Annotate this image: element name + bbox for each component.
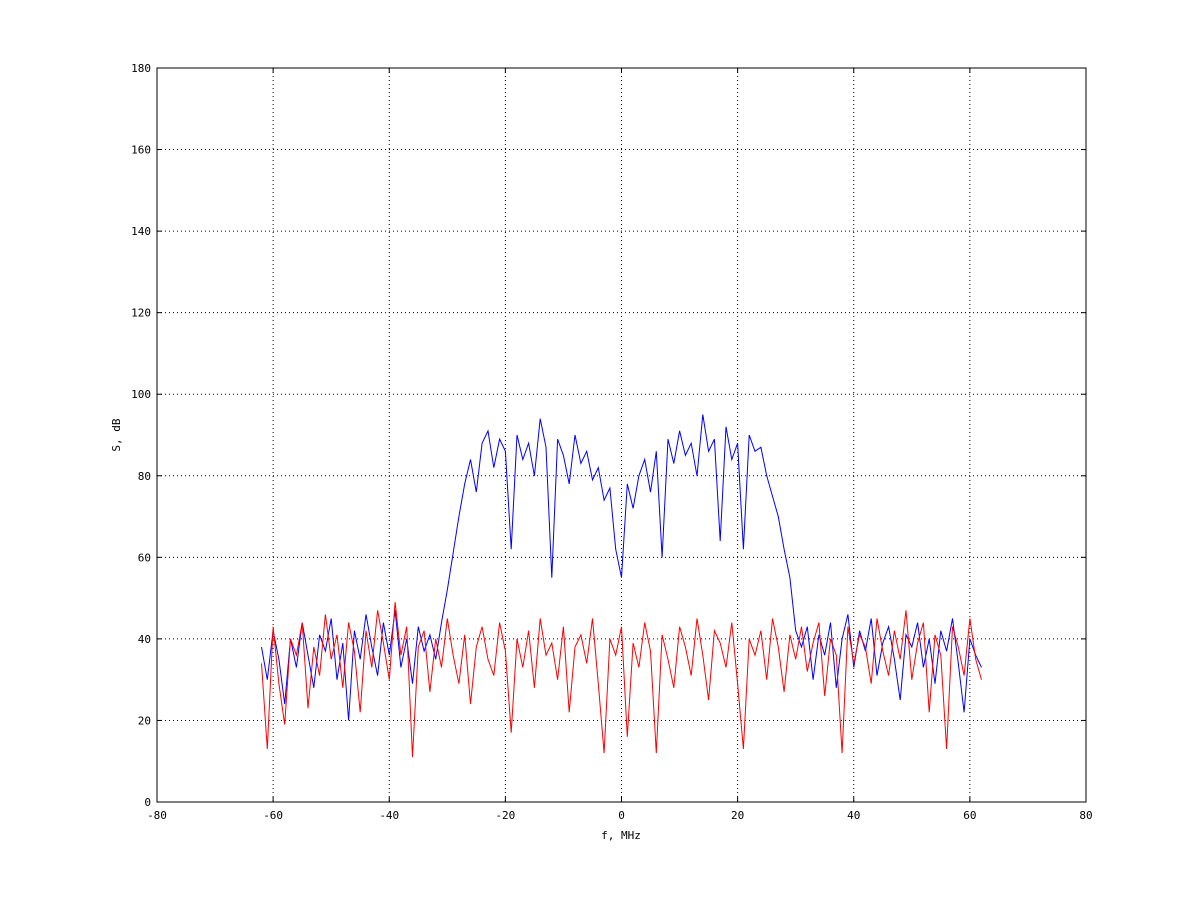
y-tick-label: 100 — [131, 388, 151, 401]
x-tick-label: 80 — [1079, 809, 1092, 822]
plot-frame — [156, 67, 1087, 803]
series-line-2 — [261, 602, 982, 758]
x-tick-label: -80 — [147, 809, 167, 822]
y-tick-label: 120 — [131, 307, 151, 320]
y-tick-label: 80 — [138, 470, 151, 483]
x-axis-label: f, MHz — [601, 829, 641, 842]
y-tick-label: 60 — [138, 551, 151, 564]
y-axis-label: S, dB — [110, 418, 123, 451]
grid-lines — [157, 68, 1086, 802]
x-tick-label: 20 — [731, 809, 744, 822]
x-tick-label: -20 — [495, 809, 515, 822]
y-tick-label: 140 — [131, 225, 151, 238]
x-tick-label: -60 — [263, 809, 283, 822]
y-tick-label: 40 — [138, 633, 151, 646]
x-tick-label: 0 — [618, 809, 625, 822]
x-tick-label: 60 — [963, 809, 976, 822]
y-tick-label: 20 — [138, 714, 151, 727]
x-tick-label: 40 — [847, 809, 860, 822]
axis-ticks: -80 -60 -40 -20 0 20 40 60 80 0 20 40 60 80 100 120 140 1… — [131, 62, 1093, 822]
y-tick-label: 0 — [144, 796, 151, 809]
series-line-1 — [261, 414, 982, 721]
y-tick-label: 180 — [131, 62, 151, 75]
series-group — [261, 414, 982, 758]
x-tick-label: -40 — [379, 809, 399, 822]
y-tick-label: 160 — [131, 144, 151, 157]
